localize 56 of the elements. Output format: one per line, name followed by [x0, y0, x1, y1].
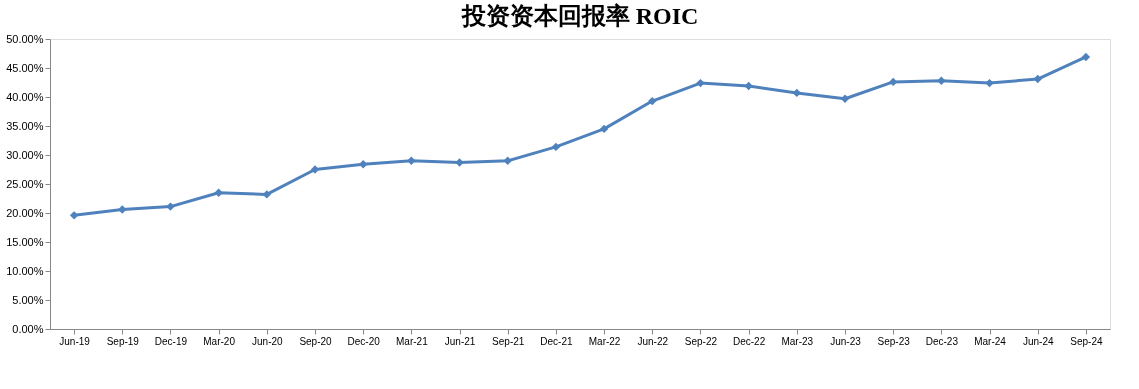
- point: [889, 77, 898, 87]
- x-tick-label: Sep-19: [106, 335, 140, 347]
- x-tick-label: Mar-23: [781, 335, 814, 347]
- x-tick-label: Jun-21: [444, 335, 476, 347]
- point: [455, 158, 464, 167]
- point: [262, 190, 271, 199]
- point: [744, 81, 753, 91]
- point: [407, 156, 416, 165]
- y-tick-label: 15.00%: [6, 235, 44, 248]
- x-tick-label: Sep-23: [877, 335, 911, 347]
- y-tick-label: 35.00%: [6, 119, 44, 132]
- y-tick-label: 0.00%: [12, 322, 44, 335]
- point: [696, 78, 705, 88]
- x-tick-label: Dec-20: [347, 335, 381, 347]
- x-tick-label: Sep-24: [1070, 335, 1103, 347]
- point: [310, 165, 320, 174]
- y-tick-label: 50.00%: [6, 32, 44, 45]
- chart-title: 投资资本回报率 ROIC: [460, 3, 699, 29]
- x-tick-label: Mar-21: [396, 335, 429, 347]
- x-tick-label: Jun-23: [830, 335, 862, 347]
- point: [69, 211, 79, 220]
- y-tick-label: 20.00%: [6, 206, 44, 219]
- y-tick-label: 30.00%: [6, 148, 44, 161]
- x-tick-label: Mar-24: [974, 335, 1007, 347]
- point: [599, 124, 609, 134]
- x-tick-label: Dec-22: [733, 335, 766, 347]
- point: [359, 160, 368, 169]
- x-tick-label: Sep-20: [299, 335, 333, 347]
- x-tick-label: Dec-23: [925, 335, 959, 347]
- point: [551, 142, 561, 152]
- point: [648, 96, 657, 106]
- x-tick-label: Jun-24: [1022, 335, 1054, 347]
- point: [937, 76, 946, 85]
- x-tick-label: Sep-21: [492, 335, 525, 347]
- x-tick-label: Mar-22: [588, 335, 621, 347]
- point: [1033, 74, 1042, 84]
- x-tick-label: Jun-19: [59, 335, 91, 347]
- y-tick-label: 5.00%: [12, 293, 44, 306]
- x-tick-label: Dec-19: [154, 335, 188, 347]
- y-tick-label: 45.00%: [6, 61, 44, 74]
- x-tick-label: Jun-20: [252, 335, 284, 347]
- point: [792, 88, 801, 98]
- x-tick-label: Mar-20: [203, 335, 236, 347]
- point: [1081, 52, 1091, 62]
- y-tick-label: 25.00%: [6, 177, 44, 190]
- point: [118, 205, 127, 214]
- x-tick-label: Sep-22: [684, 335, 718, 347]
- y-tick-label: 10.00%: [6, 264, 44, 277]
- point: [840, 94, 850, 103]
- y-tick-label: 40.00%: [6, 90, 44, 103]
- x-tick-label: Dec-21: [540, 335, 573, 347]
- x-tick-label: Jun-22: [637, 335, 669, 347]
- point: [214, 188, 223, 197]
- point: [985, 78, 994, 88]
- point: [503, 156, 512, 165]
- point: [166, 202, 175, 211]
